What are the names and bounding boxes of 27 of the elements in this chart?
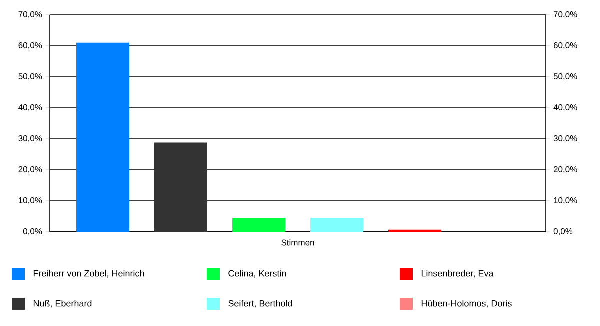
legend-label: Freiherr von Zobel, Heinrich [34, 270, 144, 278]
y-tick-label: 20,0% [18, 166, 42, 174]
legend-label: Hüben-Holomos, Doris [422, 300, 512, 308]
y-tick-label: 0,0% [23, 228, 42, 236]
text: 60,0% [554, 42, 578, 50]
legend-label: Seifert, Berthold [228, 300, 292, 308]
legend-label: Nuß, Eberhard [34, 300, 92, 308]
y-tick-label: 50,0% [18, 73, 42, 80]
y-tick-label: 70,0% [18, 11, 42, 18]
x-tick-label: Stimmen [282, 240, 314, 246]
text: 50,0% [554, 73, 578, 80]
legend-label: Linsenbreder, Eva [422, 270, 494, 278]
y-tick-label: 10,0% [19, 197, 42, 204]
bar [310, 218, 364, 232]
bar [76, 42, 130, 232]
bar [154, 142, 208, 232]
text: 10,0% [554, 197, 578, 204]
text: 70,0% [554, 11, 578, 18]
text: 30,0% [554, 135, 578, 142]
bar [232, 218, 286, 232]
text: 20,0% [554, 166, 578, 174]
y-tick-label: 60,0% [18, 42, 42, 50]
y-tick-label: 30,0% [18, 135, 42, 142]
text: 0,0% [554, 228, 573, 236]
text: 40,0% [554, 104, 578, 112]
legend-label: Celina, Kerstin [228, 270, 286, 278]
y-tick-label: 40,0% [18, 104, 42, 112]
